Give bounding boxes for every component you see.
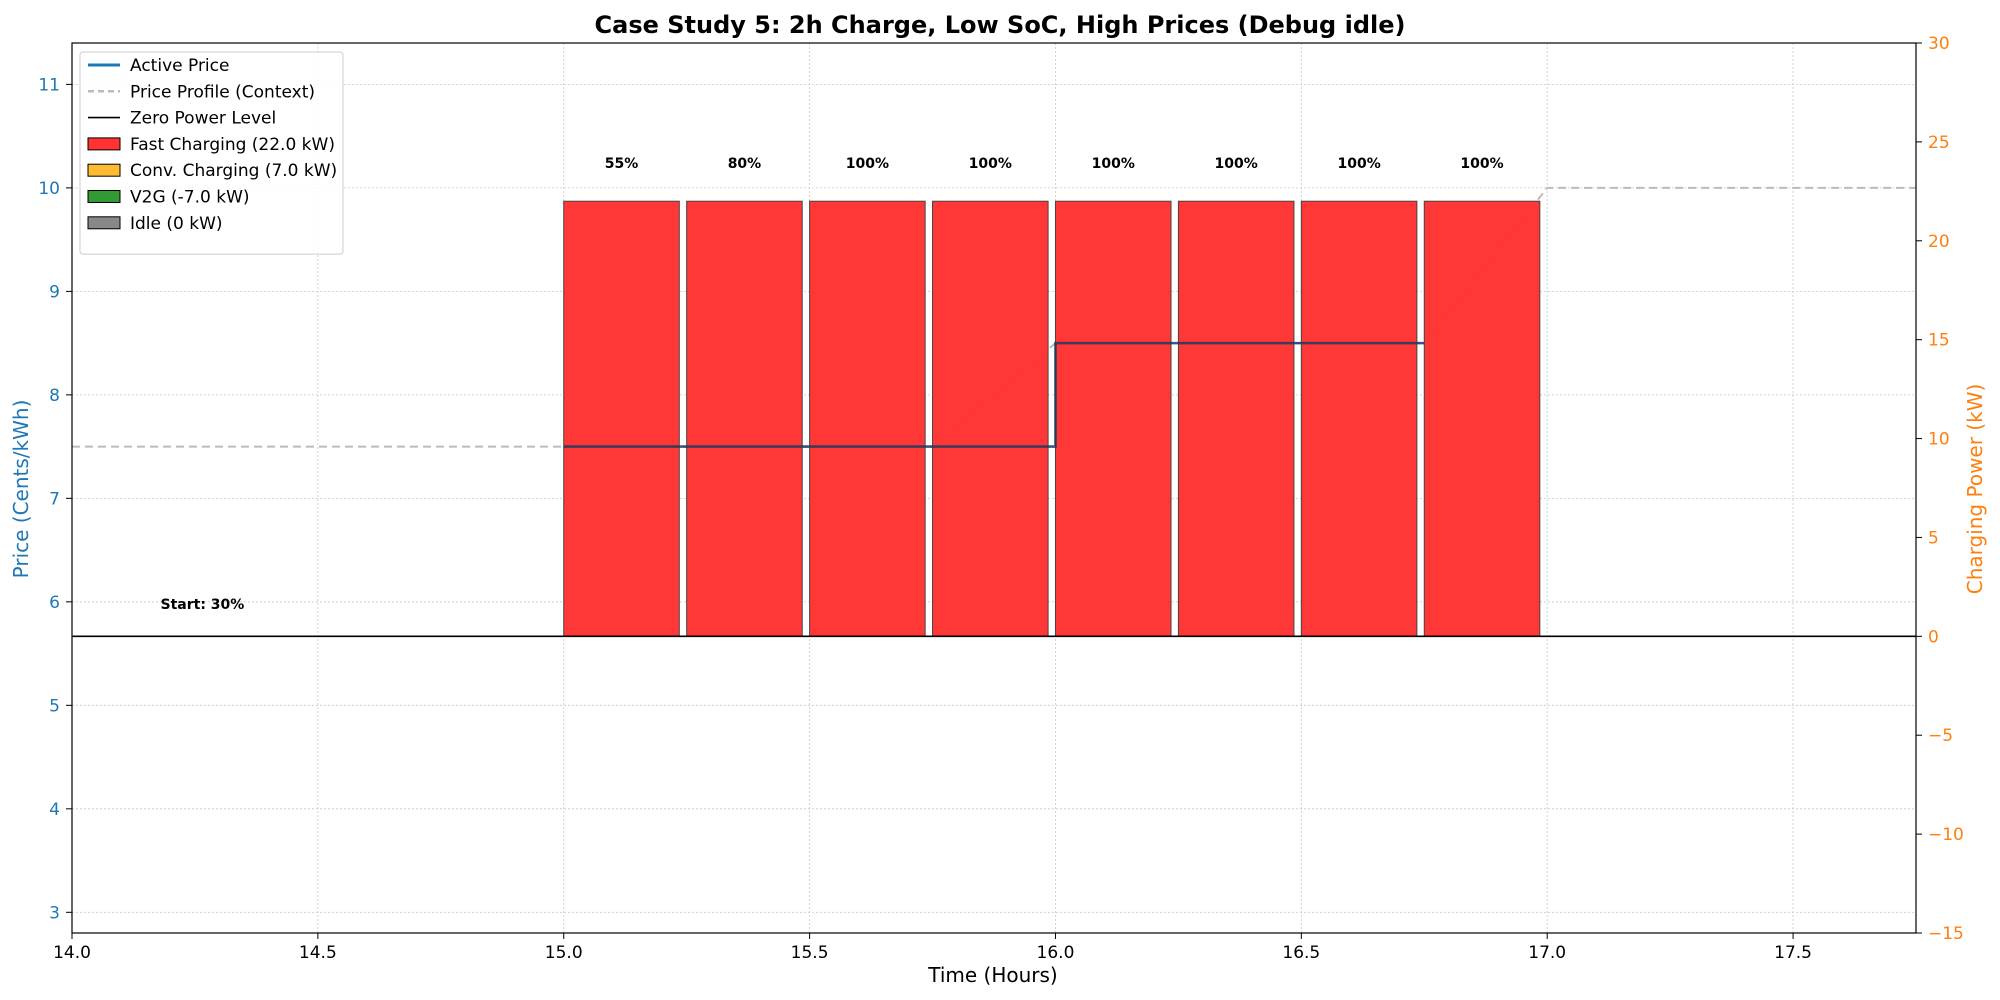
price-lines-layer (72, 341, 1916, 638)
plot-frame (71, 42, 1917, 934)
x-tick-label: 14.0 (53, 943, 91, 963)
left-tick-label: 8 (49, 386, 60, 406)
legend-label: Zero Power Level (130, 109, 276, 129)
bar-labels-layer: 55% 80% 100% 100% 100% 100% 100% 100% Start: 30% (161, 156, 1504, 613)
right-axis-ticks: −15 −10 −5 0 5 10 15 20 25 30 (1916, 34, 1964, 944)
legend-swatch-patch (87, 216, 121, 230)
legend-label: Conv. Charging (7.0 kW) (130, 161, 337, 181)
right-tick-label: 30 (1928, 34, 1950, 54)
legend-swatch-patch (87, 163, 121, 177)
fast-charging-bar (1054, 200, 1172, 637)
left-tick-label: 3 (49, 903, 60, 923)
x-tick-label: 17.0 (1528, 943, 1566, 963)
legend-label: V2G (-7.0 kW) (130, 188, 250, 208)
right-tick-label: 5 (1928, 528, 1939, 548)
legend-label: Price Profile (Context) (130, 82, 315, 102)
left-tick-label: 11 (38, 75, 60, 95)
right-tick-label: −5 (1928, 726, 1953, 746)
left-axis-label: Price (Cents/kWh) (9, 400, 33, 579)
x-axis-label: Time (Hours) (927, 963, 1058, 987)
left-tick-label: 4 (49, 800, 60, 820)
x-tick-label: 16.0 (1037, 943, 1075, 963)
left-tick-label: 10 (38, 179, 60, 199)
legend-swatch-patch (87, 190, 121, 203)
right-tick-label: 0 (1928, 627, 1939, 647)
x-tick-label: 16.5 (1282, 943, 1320, 963)
soc-label: 100% (969, 156, 1012, 172)
left-tick-label: 5 (49, 696, 60, 716)
right-tick-label: −15 (1928, 924, 1964, 944)
start-annotation: Start: 30% (161, 597, 245, 613)
fast-charging-bar (932, 200, 1049, 637)
soc-label: 100% (846, 156, 889, 172)
soc-label: 100% (1337, 156, 1380, 172)
fast-charging-bar (1177, 200, 1295, 637)
fast-charging-bar (809, 200, 926, 637)
chart-title: Case Study 5: 2h Charge, Low SoC, High P… (595, 11, 1406, 39)
x-tick-label: 15.5 (791, 943, 829, 963)
fast-charging-bar (1300, 200, 1418, 637)
fast-charging-bar (1423, 200, 1541, 637)
right-tick-label: 20 (1928, 232, 1950, 252)
legend-label: Fast Charging (22.0 kW) (130, 135, 335, 155)
fast-charging-bar (563, 200, 680, 637)
soc-label: 100% (1092, 156, 1135, 172)
soc-label: 100% (1460, 156, 1503, 172)
active-price-line (563, 341, 1425, 448)
left-axis-ticks: 3 4 5 6 7 8 9 10 11 (38, 75, 72, 923)
legend: Active Price Price Profile (Context) Zero … (79, 51, 344, 255)
right-tick-label: 25 (1928, 133, 1950, 153)
soc-label: 80% (728, 156, 762, 172)
x-axis-ticks: 14.0 14.5 15.0 15.5 16.0 16.5 17.0 17.5 (53, 933, 1812, 963)
x-tick-label: 15.0 (545, 943, 583, 963)
legend-box (79, 51, 344, 255)
x-tick-label: 14.5 (299, 943, 337, 963)
legend-swatch-patch (87, 137, 121, 151)
x-tick-label: 17.5 (1774, 943, 1812, 963)
bars-layer (563, 200, 1541, 637)
right-tick-label: −10 (1928, 825, 1964, 845)
legend-label: Active Price (130, 56, 229, 76)
left-tick-label: 9 (49, 282, 60, 302)
fast-charging-bar (686, 200, 803, 637)
legend-label: Idle (0 kW) (130, 214, 223, 234)
right-tick-label: 15 (1928, 331, 1950, 351)
right-tick-label: 10 (1928, 430, 1950, 450)
soc-label: 55% (605, 156, 639, 172)
left-tick-label: 6 (49, 593, 60, 613)
left-tick-label: 7 (49, 489, 60, 509)
soc-label: 100% (1215, 156, 1258, 172)
right-axis-label: Charging Power (kW) (1963, 384, 1987, 595)
